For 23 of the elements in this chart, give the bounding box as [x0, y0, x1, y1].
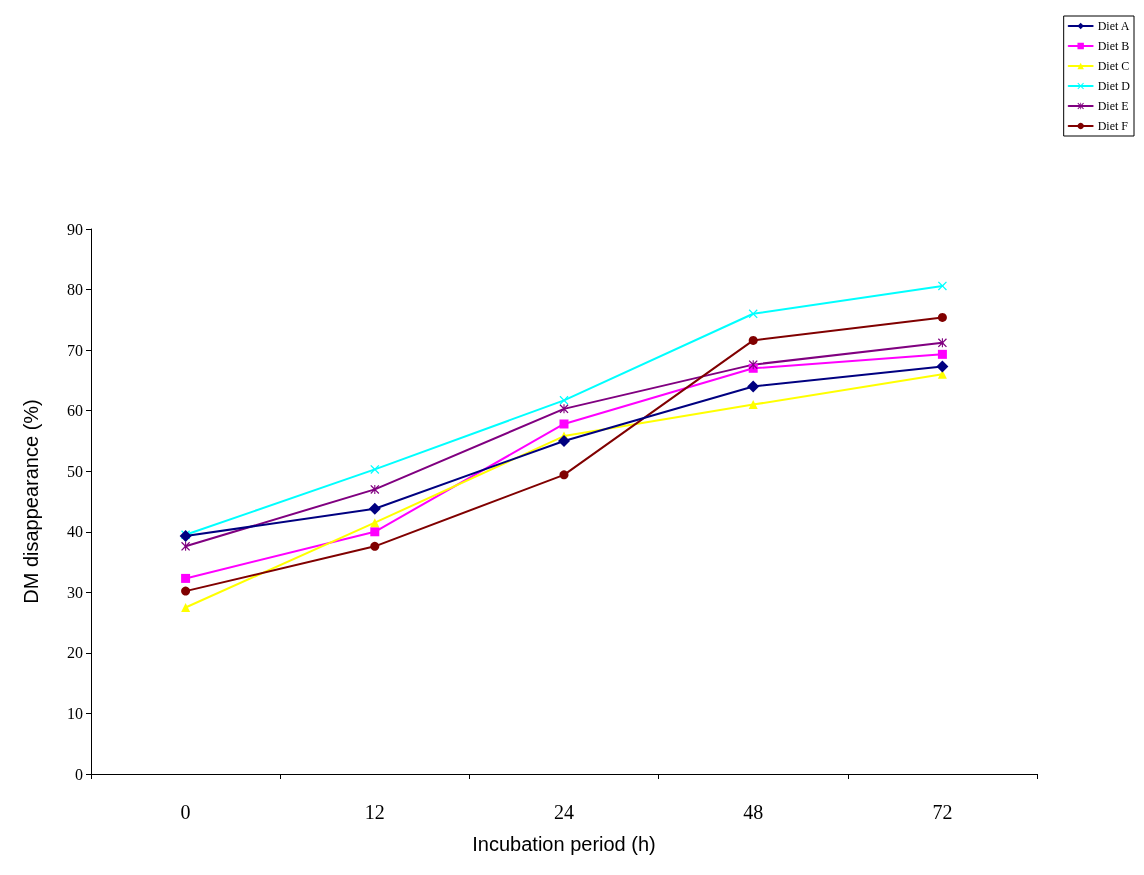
x-tick-label: 0 — [180, 801, 191, 823]
y-tick-label: 50 — [67, 462, 83, 480]
y-tick-label: 20 — [67, 644, 83, 662]
y-tick-label: 80 — [67, 281, 83, 299]
y-tick-label: 70 — [67, 341, 83, 359]
y-tick-label: 60 — [67, 402, 83, 420]
y-tick-label: 10 — [67, 704, 83, 722]
y-tick-label: 90 — [67, 220, 83, 238]
y-tick-label: 30 — [67, 583, 83, 601]
y-axis-title: DM disappearance (%) — [20, 399, 42, 604]
legend-label: Diet B — [1097, 39, 1130, 53]
legend-label: Diet E — [1097, 99, 1129, 113]
legend-label: Diet A — [1097, 19, 1130, 33]
x-tick-label: 12 — [364, 801, 385, 823]
legend-label: Diet D — [1097, 79, 1131, 93]
x-tick-label: 48 — [743, 801, 764, 823]
legend-label: Diet C — [1097, 59, 1130, 73]
y-tick-label: 0 — [75, 765, 83, 783]
x-tick-label: 72 — [932, 801, 953, 823]
y-tick-label: 40 — [67, 523, 83, 541]
legend-label: Diet F — [1097, 119, 1129, 133]
x-axis-title: Incubation period (h) — [472, 833, 656, 855]
x-tick-label: 24 — [554, 801, 574, 823]
